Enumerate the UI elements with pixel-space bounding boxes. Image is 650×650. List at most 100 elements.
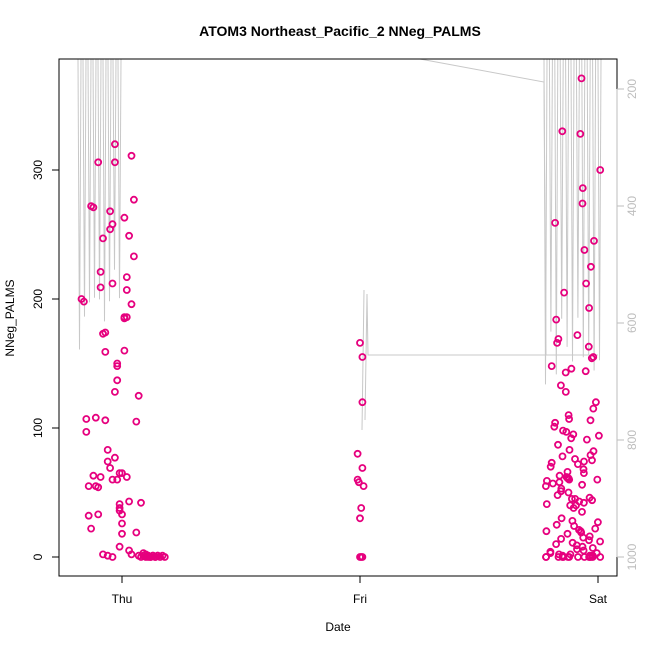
y-right-tick-label: 800 bbox=[625, 430, 639, 450]
data-point bbox=[585, 536, 593, 545]
data-point bbox=[564, 488, 573, 497]
data-point bbox=[592, 398, 600, 407]
y-right-tick-label: 1000 bbox=[625, 543, 639, 570]
data-point bbox=[563, 529, 572, 538]
data-point bbox=[546, 549, 555, 557]
data-point bbox=[99, 234, 107, 243]
data-point bbox=[587, 354, 596, 363]
data-point bbox=[122, 473, 131, 481]
data-point bbox=[557, 535, 565, 543]
data-point bbox=[359, 482, 368, 491]
data-point bbox=[573, 331, 582, 340]
data-point bbox=[356, 338, 364, 347]
data-point bbox=[127, 550, 136, 559]
data-point bbox=[588, 544, 597, 552]
data-point bbox=[108, 220, 117, 229]
data-point bbox=[127, 300, 136, 309]
data-point bbox=[122, 313, 131, 322]
data-point bbox=[591, 524, 600, 533]
data-point bbox=[557, 514, 566, 523]
data-point bbox=[570, 522, 578, 530]
data-point bbox=[89, 471, 98, 480]
data-point bbox=[584, 342, 593, 351]
data-point bbox=[122, 273, 131, 282]
data-point bbox=[594, 518, 602, 527]
data-point bbox=[111, 453, 119, 462]
x-tick-label: Sat bbox=[589, 592, 608, 606]
data-point bbox=[558, 127, 567, 136]
data-point bbox=[82, 415, 91, 423]
data-point bbox=[115, 542, 124, 551]
data-point bbox=[577, 74, 586, 83]
data-point bbox=[551, 218, 559, 227]
data-point bbox=[101, 328, 110, 337]
chart-title: ATOM3 Northeast_Pacific_2 NNeg_PALMS bbox=[199, 23, 481, 39]
data-point bbox=[582, 279, 590, 288]
data-point bbox=[356, 514, 364, 523]
data-point bbox=[113, 362, 122, 371]
y-tick-label: 100 bbox=[31, 418, 45, 438]
data-point bbox=[118, 519, 126, 528]
data-point bbox=[554, 553, 563, 561]
data-point bbox=[96, 267, 105, 276]
x-tick-label: Fri bbox=[353, 592, 367, 606]
data-point bbox=[549, 479, 557, 488]
data-point bbox=[111, 387, 119, 396]
data-point bbox=[564, 411, 573, 420]
data-point bbox=[129, 252, 138, 261]
data-point bbox=[595, 431, 603, 440]
data-point bbox=[562, 427, 571, 436]
data-point bbox=[96, 473, 105, 481]
data-point bbox=[578, 480, 586, 489]
data-point bbox=[565, 415, 573, 423]
data-point bbox=[111, 158, 119, 167]
data-point bbox=[596, 166, 605, 174]
data-point bbox=[553, 338, 561, 347]
data-point bbox=[358, 464, 367, 472]
data-point bbox=[103, 445, 112, 454]
cast-profile-lines bbox=[77, 58, 602, 431]
data-point bbox=[542, 527, 551, 536]
data-point bbox=[565, 475, 574, 484]
data-point bbox=[542, 482, 550, 491]
y-axis: 0 100 200 300 bbox=[31, 160, 60, 560]
data-point bbox=[115, 504, 124, 512]
data-point bbox=[569, 504, 578, 512]
data-point bbox=[358, 353, 367, 361]
data-point bbox=[101, 347, 110, 356]
data-point bbox=[91, 413, 100, 422]
data-point bbox=[554, 335, 563, 343]
data-point bbox=[552, 540, 560, 548]
data-point bbox=[160, 553, 169, 561]
data-point bbox=[590, 236, 598, 245]
data-point bbox=[574, 460, 582, 469]
data-point bbox=[583, 435, 591, 444]
y-axis-label: NNeg_PALMS bbox=[3, 279, 17, 356]
data-point bbox=[561, 368, 570, 377]
data-point bbox=[551, 418, 559, 427]
data-point bbox=[82, 427, 91, 436]
data-point bbox=[586, 416, 595, 425]
data-point bbox=[585, 304, 593, 312]
data-point bbox=[113, 376, 122, 385]
data-point bbox=[567, 364, 576, 373]
data-point bbox=[94, 158, 103, 167]
data-point bbox=[542, 500, 551, 509]
data-point bbox=[132, 528, 141, 537]
data-point bbox=[588, 553, 597, 561]
data-point bbox=[578, 199, 587, 208]
data-point bbox=[560, 288, 568, 297]
data-point bbox=[357, 504, 366, 512]
x-tick-label: Thu bbox=[112, 592, 133, 606]
data-point bbox=[553, 491, 562, 500]
data-point bbox=[588, 496, 596, 505]
data-point bbox=[96, 283, 105, 292]
data-point bbox=[578, 184, 587, 193]
data-point bbox=[596, 553, 605, 561]
data-point bbox=[596, 537, 604, 546]
data-point bbox=[106, 464, 114, 472]
data-point bbox=[552, 315, 561, 324]
data-point bbox=[108, 279, 117, 288]
data-point bbox=[565, 445, 574, 454]
